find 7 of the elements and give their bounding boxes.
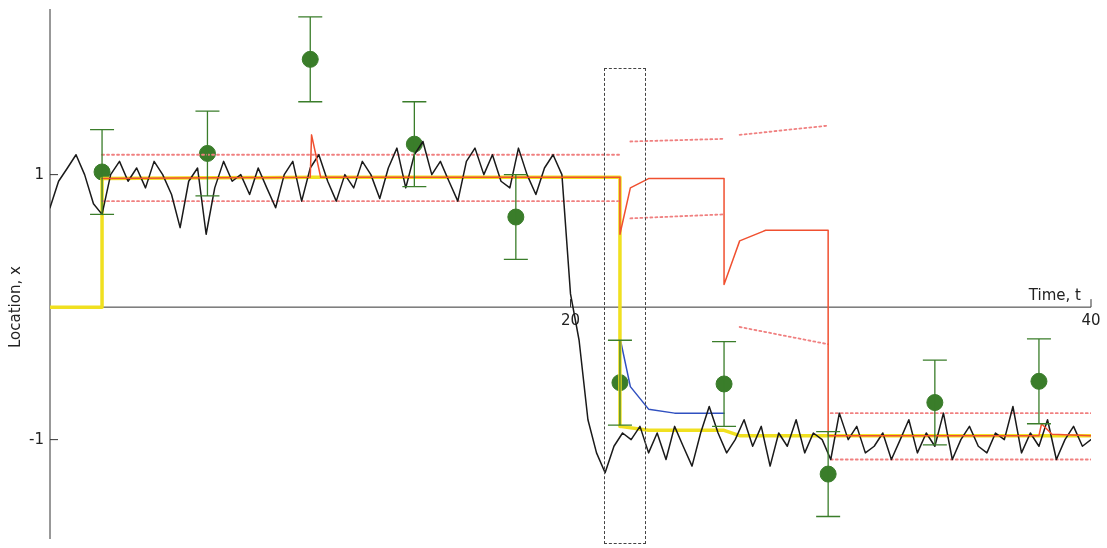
x-axis-title: Time, t [1027,285,1082,304]
y-axis-title: Location, x [5,266,24,349]
y-tick-label: -1 [29,429,44,448]
point [301,50,319,68]
y-tick-label: 1 [34,164,44,183]
point [507,208,525,226]
x-tick-label: 40 [1081,310,1101,329]
